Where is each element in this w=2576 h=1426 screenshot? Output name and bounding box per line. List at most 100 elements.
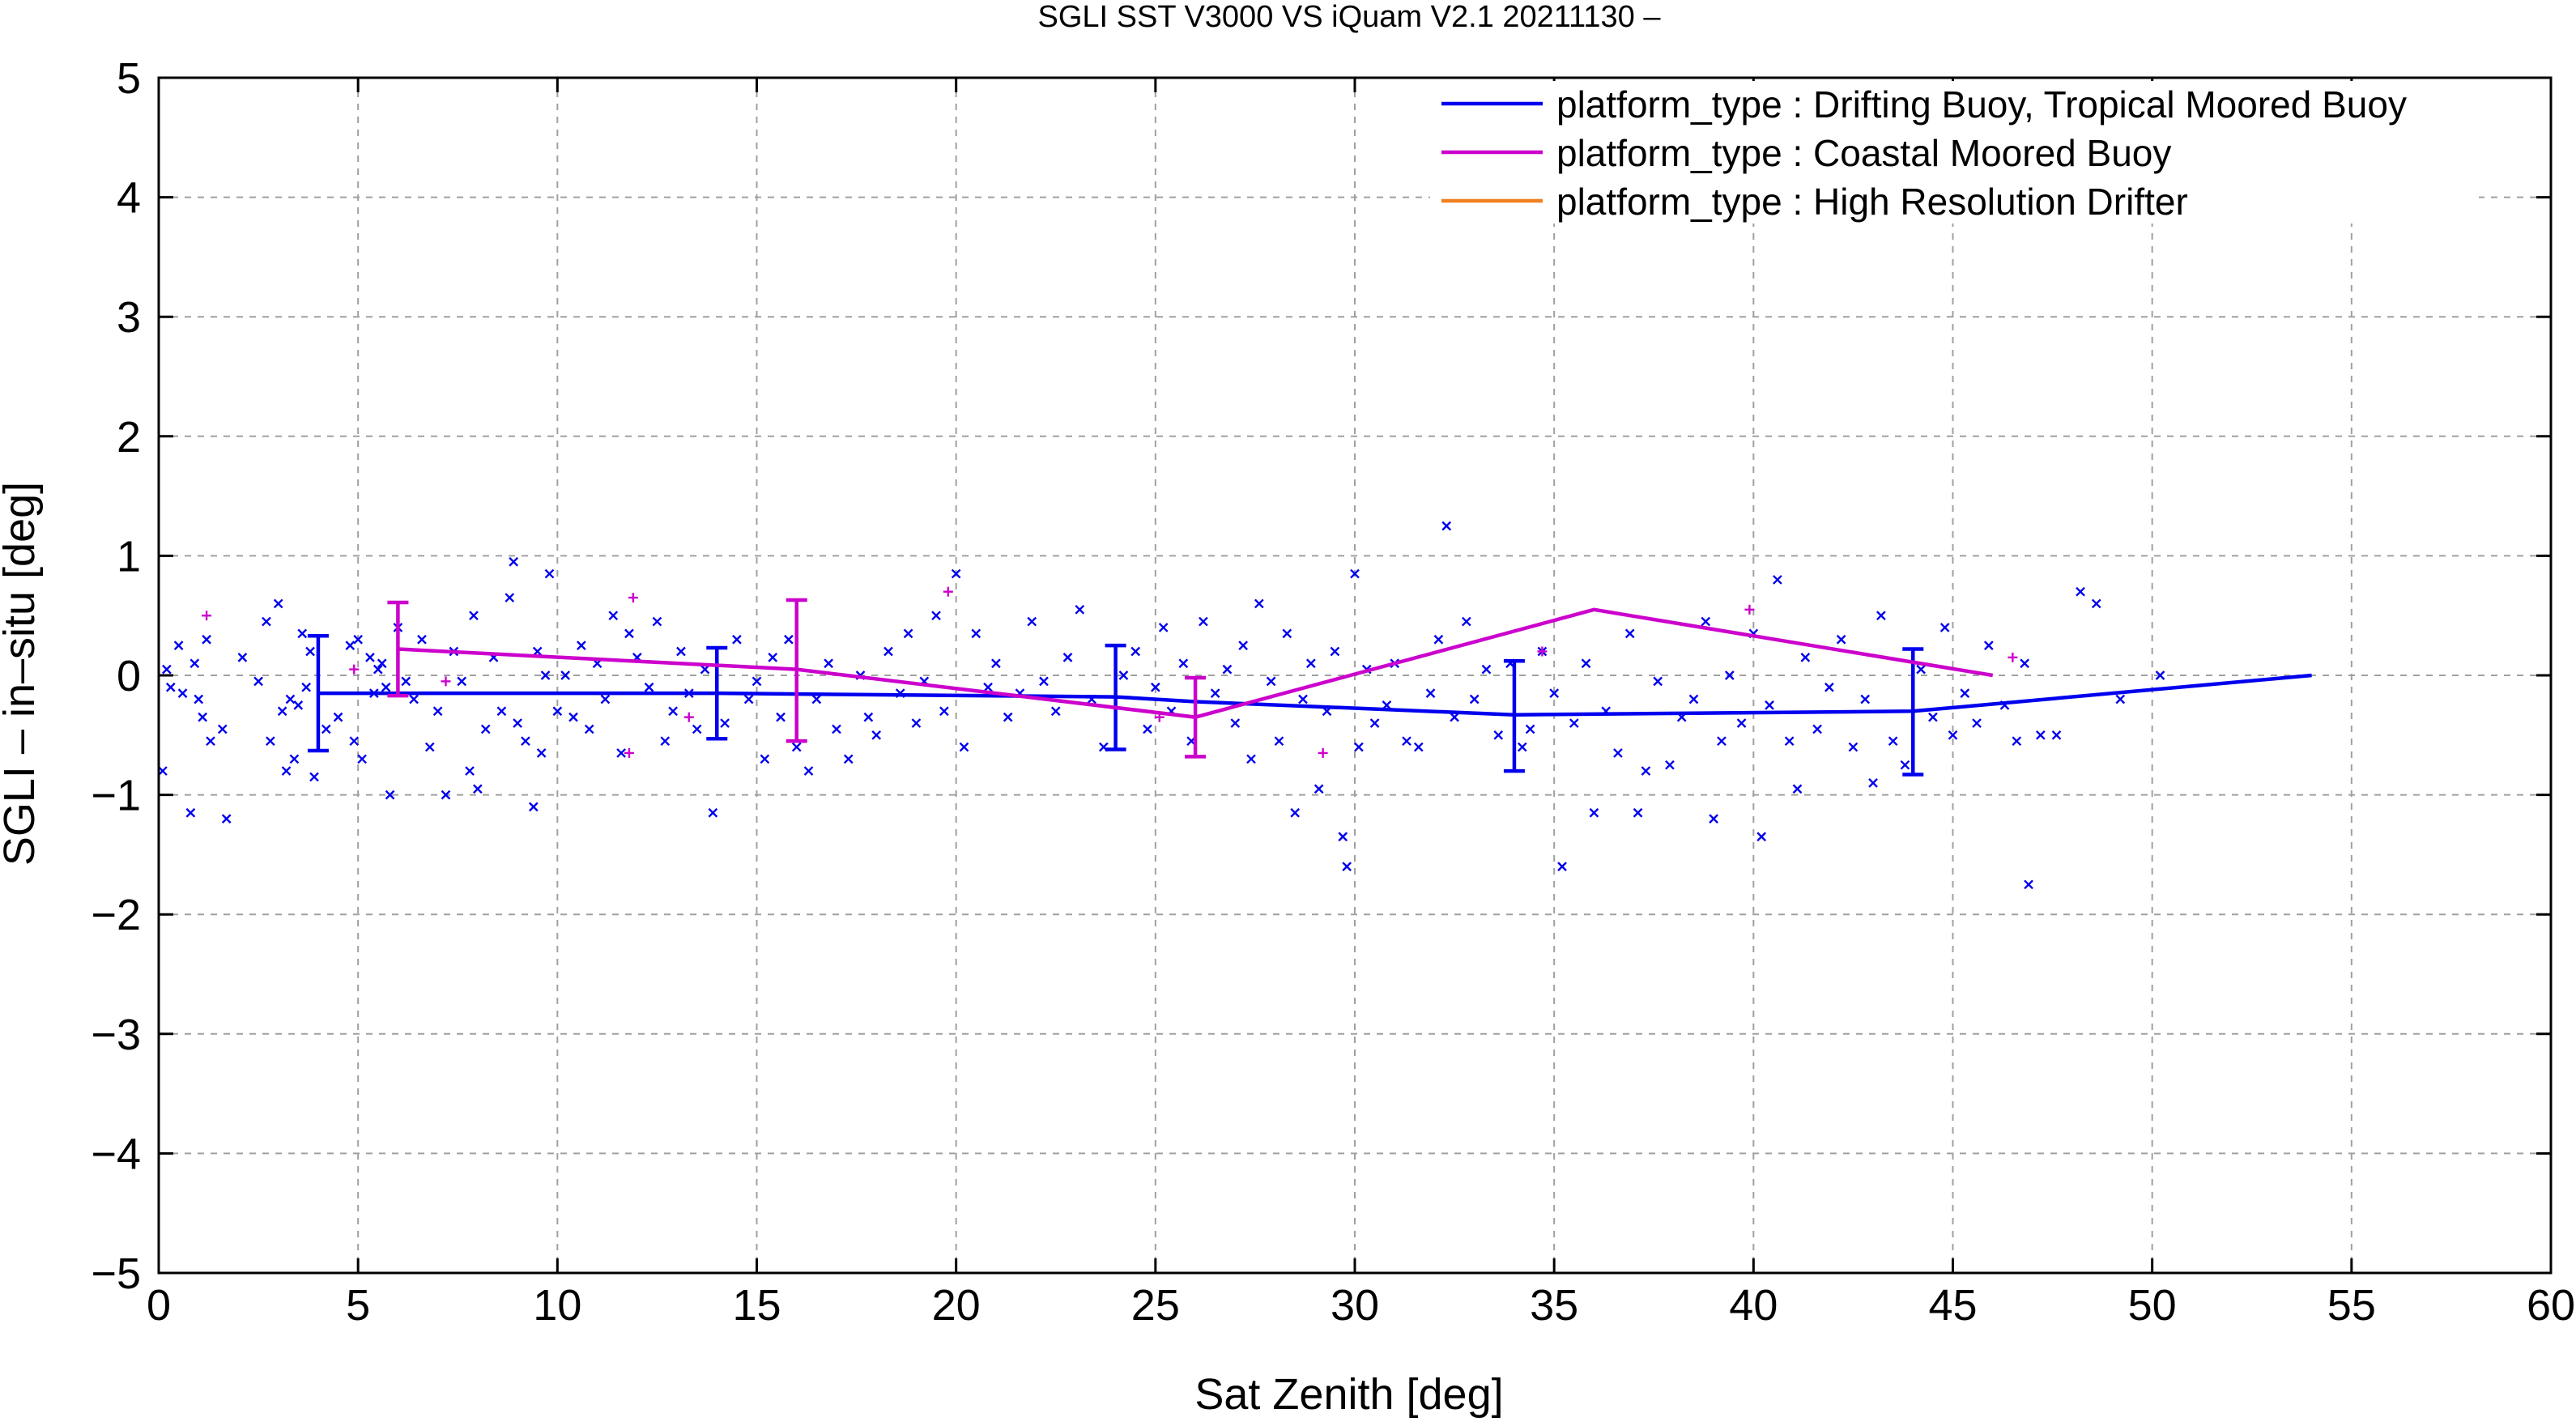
data-point: [1238, 641, 1248, 650]
data-point: [1948, 730, 1958, 740]
data-point-stroke: [365, 653, 375, 662]
data-point: [1350, 568, 1360, 579]
data-point-stroke: [1450, 712, 1459, 722]
data-point-stroke: [1792, 784, 1803, 794]
data-point-stroke: [409, 694, 419, 704]
data-point: [1222, 664, 1233, 675]
data-point-stroke: [1130, 646, 1141, 657]
data-point: [791, 742, 802, 752]
data-point-stroke: [624, 628, 634, 639]
data-point-stroke: [676, 646, 686, 657]
y-axis-label: SGLI – in–situ [deg]: [0, 482, 44, 866]
data-point: [1581, 658, 1591, 669]
x-tick-label: 50: [2128, 1281, 2177, 1330]
legend-label: platform_type : High Resolution Drifter: [1556, 181, 2188, 223]
data-point-stroke: [700, 664, 710, 675]
data-point-stroke: [863, 712, 874, 722]
data-point: [1972, 718, 1982, 728]
data-point: [1210, 688, 1220, 698]
data-point-stroke: [644, 682, 654, 692]
data-point: [253, 676, 263, 687]
data-point: [202, 611, 212, 621]
y-tick-label: −3: [91, 1011, 141, 1059]
data-point: [692, 724, 702, 734]
data-point: [1665, 760, 1675, 770]
x-tick-label: 35: [1530, 1281, 1578, 1330]
data-point: [289, 754, 300, 764]
data-point-stroke: [803, 766, 814, 776]
data-point: [528, 802, 539, 812]
data-point: [532, 646, 543, 657]
data-point-stroke: [871, 730, 882, 740]
data-point: [385, 790, 395, 800]
data-point-stroke: [1230, 718, 1241, 728]
data-point-stroke: [1688, 694, 1699, 704]
x-tick-label: 60: [2527, 1281, 2575, 1330]
data-point: [349, 664, 360, 675]
data-point-stroke: [1469, 694, 1480, 704]
data-point-stroke: [1589, 807, 1599, 818]
data-point-stroke: [552, 706, 563, 717]
data-point: [1062, 653, 1073, 662]
y-tick-label: −2: [91, 891, 141, 939]
data-point-stroke: [1413, 742, 1424, 752]
data-point: [206, 736, 215, 747]
data-point-stroke: [1298, 694, 1308, 704]
data-point-stroke: [1765, 700, 1774, 710]
data-point: [652, 616, 662, 627]
data-point-stroke: [1569, 718, 1579, 728]
data-point-stroke: [1633, 807, 1643, 818]
data-point-stroke: [1150, 682, 1160, 692]
data-point: [1983, 641, 1994, 650]
data-point: [373, 664, 383, 675]
error-bar: [786, 598, 807, 743]
data-point-stroke: [540, 670, 551, 680]
data-point-stroke: [1549, 688, 1560, 698]
data-point-stroke: [732, 634, 742, 645]
data-point-stroke: [1860, 694, 1871, 704]
data-point: [1709, 814, 1718, 824]
data-point-stroke: [776, 712, 786, 722]
x-tick-label: 15: [732, 1281, 781, 1330]
data-point-stroke: [165, 682, 176, 692]
data-point-stroke: [401, 676, 411, 687]
data-point: [1525, 724, 1535, 734]
data-point-stroke: [1350, 568, 1360, 579]
data-series: [158, 521, 2312, 890]
data-point: [700, 664, 710, 675]
data-point-stroke: [1900, 760, 1910, 770]
data-point: [221, 814, 232, 824]
data-point: [281, 766, 292, 776]
x-tick-label: 40: [1729, 1281, 1778, 1330]
data-point: [1860, 694, 1871, 704]
data-point: [1773, 575, 1782, 585]
data-point: [1330, 646, 1340, 657]
error-bar: [1185, 675, 1207, 759]
data-point-stroke: [289, 754, 300, 764]
data-point-stroke: [1199, 616, 1208, 627]
data-point: [217, 724, 228, 734]
data-point: [1450, 712, 1459, 722]
data-point: [297, 628, 308, 639]
data-point-stroke: [1641, 766, 1651, 776]
data-point: [1254, 598, 1264, 609]
data-point: [1481, 664, 1492, 675]
data-point-stroke: [2035, 730, 2046, 740]
data-point: [1792, 784, 1803, 794]
data-point-stroke: [560, 670, 571, 680]
data-point-stroke: [353, 634, 364, 645]
data-point-stroke: [1717, 736, 1727, 747]
data-point: [832, 724, 841, 734]
data-point-stroke: [173, 641, 184, 650]
data-point: [293, 700, 304, 710]
data-point: [1402, 736, 1411, 747]
data-point-stroke: [473, 784, 483, 794]
data-point: [285, 694, 296, 704]
data-point-stroke: [469, 611, 479, 621]
x-axis-label: Sat Zenith [deg]: [1194, 1370, 1503, 1419]
data-point-stroke: [1238, 641, 1248, 650]
data-point-stroke: [513, 718, 522, 728]
data-point-stroke: [1481, 664, 1492, 675]
